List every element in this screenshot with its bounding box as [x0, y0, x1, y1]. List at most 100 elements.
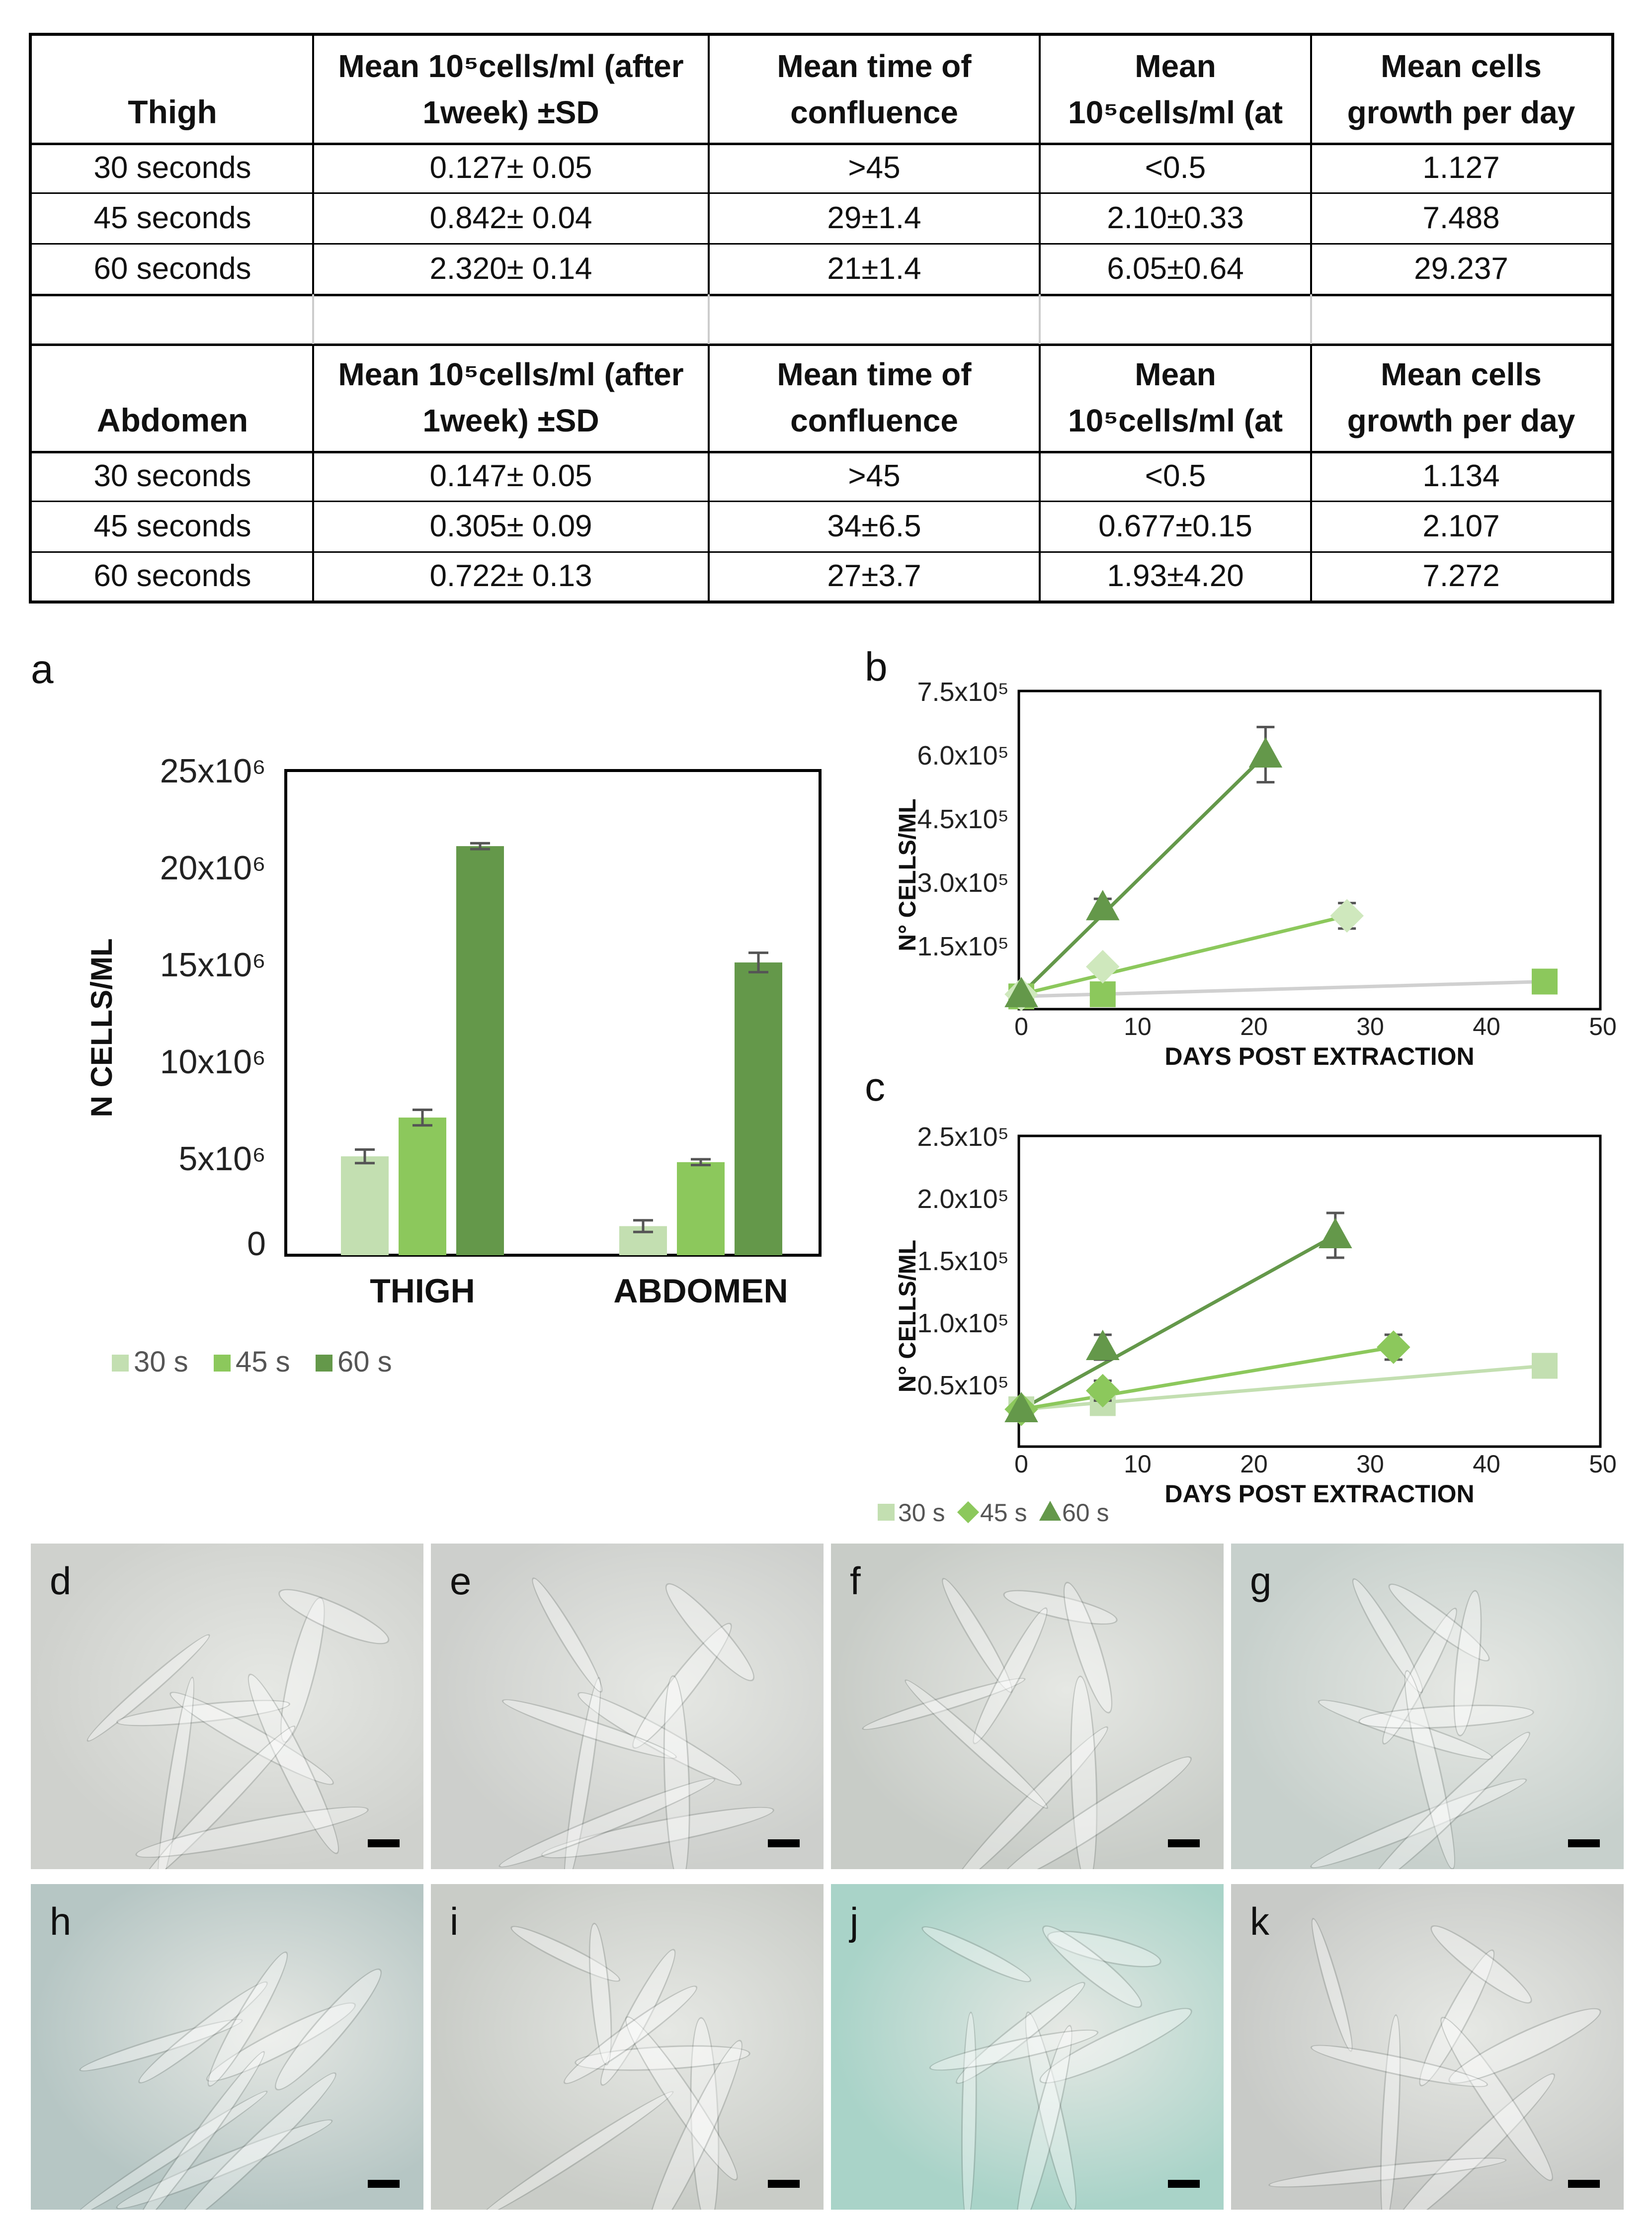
table-cell: 60 seconds [93, 559, 251, 594]
table-hline [32, 501, 1611, 502]
micrograph-label: e [450, 1559, 472, 1603]
marker-square [1532, 968, 1558, 995]
cell-shape [1307, 1917, 1356, 2052]
table-hline [32, 294, 1611, 296]
micrograph-f: f [831, 1544, 1224, 1869]
plot-frame [1017, 689, 1602, 1011]
table-cell: 1.93±4.20 [1107, 559, 1244, 594]
table-cell: 1.127 [1422, 151, 1500, 185]
cell-shape [1425, 1919, 1537, 2010]
table-vline [1310, 36, 1312, 294]
table-vline [708, 344, 710, 601]
x-tick-label: 10 [1124, 1450, 1152, 1478]
cell-shape [961, 2013, 978, 2210]
table-cell: <0.5 [1145, 151, 1206, 185]
table-header-cell: Mean cells growth per day [1347, 356, 1575, 438]
series-line-60s [1020, 753, 1267, 996]
y-tick-label: 2.5x10⁵ [917, 1122, 1009, 1152]
table-cell: 30 seconds [93, 151, 251, 185]
cell-shape [1308, 1772, 1529, 1869]
line-chart-b: 1.5x10⁵ 3.0x10⁵ 4.5x10⁵ 6.0x10⁵ 7.5x10⁵ 0 10 20… [895, 677, 1617, 1070]
x-tick-label: 10 [1124, 1013, 1152, 1040]
micrograph-label: i [450, 1899, 459, 1943]
cell-shape [1056, 1580, 1120, 1716]
micrograph-d: d [31, 1544, 423, 1869]
bar-60s-thigh [456, 846, 504, 1255]
table-cell: 45 seconds [93, 201, 251, 236]
table-vline-light [312, 294, 314, 344]
marker-diamond [957, 1501, 980, 1524]
series-line-45s [1021, 1345, 1394, 1411]
y-tick-label: 1.5x10⁵ [917, 932, 1009, 961]
table-header-cell: Thigh [128, 93, 217, 131]
cell-shape [478, 2087, 676, 2210]
table-cell: 29.237 [1414, 252, 1508, 286]
table-cell: 34±6.5 [827, 509, 921, 544]
cell-shape [919, 1921, 1033, 1987]
table-cell: 2.10±0.33 [1107, 201, 1244, 236]
y-tick-label: 10x10⁶ [160, 1043, 266, 1081]
table-header-cell: Mean 10⁵cells/ml (after 1week) ±SD [338, 48, 684, 130]
x-category-label: ABDOMEN [613, 1272, 788, 1310]
marker-square [1532, 1353, 1558, 1379]
x-axis-label: DAYS POST EXTRACTION [1164, 1042, 1474, 1070]
scale-bar [1568, 2180, 1600, 2188]
x-tick-label: 50 [1589, 1013, 1617, 1040]
micrograph-label: k [1250, 1899, 1269, 1943]
marker-diamond [1330, 899, 1364, 933]
micrograph-label: j [850, 1899, 859, 1943]
table-vline [708, 36, 710, 294]
table-cell: 21±1.4 [827, 252, 921, 286]
table-cell: 30 seconds [93, 459, 251, 494]
micrograph-label: f [850, 1559, 861, 1603]
table-cell: >45 [848, 459, 901, 494]
table-cell: 2.107 [1422, 509, 1500, 544]
micrograph-g: g [1231, 1544, 1624, 1869]
y-axis-label: N° CELLS/ML [895, 1240, 921, 1392]
series-line-60s [1020, 1233, 1336, 1411]
y-tick-label: 0.5x10⁵ [917, 1371, 1009, 1400]
marker-triangle [1086, 890, 1120, 921]
table-cell: 0.127± 0.05 [429, 151, 592, 185]
table-hline [32, 192, 1611, 194]
table-header-cell: Abdomen [96, 402, 248, 439]
table-cell: 45 seconds [93, 509, 251, 544]
table-vline [1310, 344, 1312, 601]
panel-letter-a: a [31, 647, 54, 692]
cell-shape [1002, 1584, 1118, 1630]
x-tick-label: 40 [1473, 1013, 1500, 1040]
x-tick-label: 40 [1473, 1450, 1500, 1478]
legend-label: 45 s [980, 1499, 1027, 1527]
table-hline [32, 451, 1611, 453]
table-cell: 1.134 [1422, 459, 1500, 494]
y-tick-label: 2.0x10⁵ [917, 1184, 1009, 1214]
micrograph-e: e [431, 1544, 824, 1869]
marker-square [878, 1504, 895, 1521]
x-tick-label: 0 [1014, 1450, 1028, 1478]
bar-45s-thigh [399, 1118, 446, 1255]
table-vline [312, 36, 314, 294]
table-cell: 27±3.7 [827, 559, 921, 594]
table-cell: <0.5 [1145, 459, 1206, 494]
legend-label: 30 s [134, 1346, 188, 1378]
bar-60s-abdomen [735, 962, 782, 1255]
x-axis-label: DAYS POST EXTRACTION [1164, 1480, 1474, 1508]
table-hline [32, 243, 1611, 245]
marker-diamond [1086, 1374, 1120, 1408]
data-table: Thigh Mean 10⁵cells/ml (after 1week) ±SD M… [29, 33, 1614, 603]
x-tick-label: 20 [1240, 1013, 1268, 1040]
table-cell: 0.305± 0.09 [429, 509, 592, 544]
legend-label: 60 s [1062, 1499, 1109, 1527]
table-vline [1039, 344, 1041, 601]
y-tick-label: 1.5x10⁵ [917, 1246, 1009, 1276]
cell-shape [559, 1980, 701, 2090]
panel-letter-c: c [865, 1064, 885, 1110]
table-hline [32, 344, 1611, 346]
marker-triangle [1248, 737, 1283, 768]
y-tick-label: 25x10⁶ [160, 752, 266, 790]
legend-label: 45 s [236, 1346, 290, 1378]
cell-shape [527, 1575, 607, 1695]
y-tick-label: 6.0x10⁵ [917, 741, 1009, 771]
table-cell: 60 seconds [93, 252, 251, 286]
y-tick-label: 1.0x10⁵ [917, 1308, 1009, 1338]
